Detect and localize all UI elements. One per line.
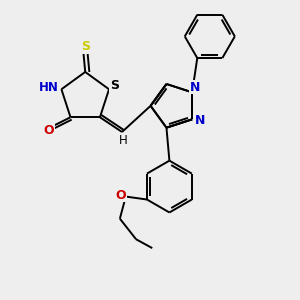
Text: S: S	[110, 79, 119, 92]
Text: N: N	[190, 80, 200, 94]
Text: S: S	[81, 40, 90, 53]
Text: O: O	[115, 189, 126, 202]
Text: N: N	[195, 114, 206, 127]
Text: HN: HN	[39, 81, 59, 94]
Text: H: H	[119, 134, 128, 147]
Text: O: O	[43, 124, 54, 137]
